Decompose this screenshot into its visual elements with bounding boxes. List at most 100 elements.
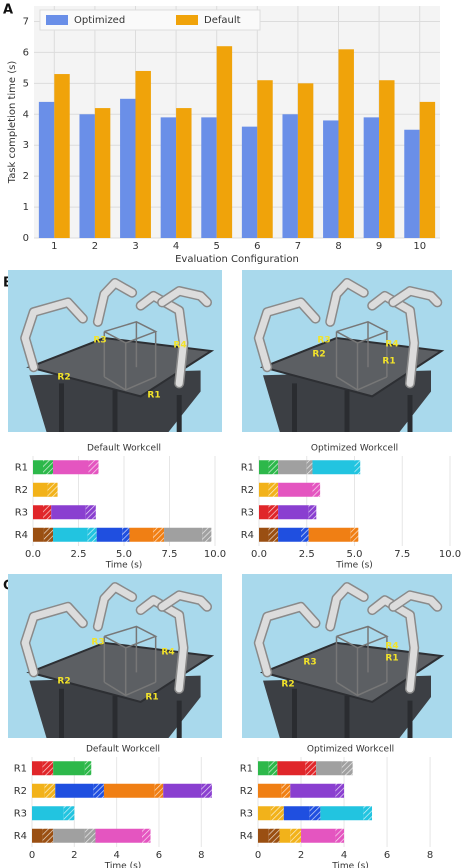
- task-segment: [53, 828, 85, 843]
- task-segment: [278, 482, 313, 497]
- robot-arm: [94, 583, 136, 630]
- task-segment: [277, 761, 306, 776]
- task-segment: [259, 527, 269, 542]
- x-tick-label: 0: [29, 850, 35, 861]
- bar: [404, 129, 420, 238]
- x-tick-label: 8: [427, 850, 433, 861]
- task-segment: [268, 828, 280, 843]
- y-tick-label: 3: [23, 140, 29, 151]
- task-segment: [47, 482, 58, 497]
- task-segment: [301, 828, 336, 843]
- task-segment: [312, 460, 355, 475]
- task-segment: [281, 783, 291, 798]
- chart-title: Optimized Workcell: [307, 745, 394, 755]
- task-segment: [290, 828, 302, 843]
- x-axis-label: Time (s): [104, 862, 142, 868]
- task-segment: [153, 527, 165, 542]
- task-segment: [354, 460, 361, 475]
- robot-label: R2: [281, 680, 294, 690]
- table-top: [26, 641, 215, 704]
- y-tick-label: 4: [23, 109, 29, 120]
- robot-arm: [368, 596, 418, 693]
- bar: [257, 80, 273, 239]
- task-segment: [279, 828, 291, 843]
- row-label: R4: [241, 530, 254, 541]
- task-segment: [84, 761, 92, 776]
- x-tick-label: 2: [71, 850, 77, 861]
- robot-arm: [137, 596, 187, 693]
- row-label: R1: [14, 763, 27, 774]
- bar: [323, 120, 339, 238]
- robot-arm: [137, 292, 187, 387]
- x-tick-label: 0.0: [25, 549, 41, 560]
- legend-swatch: [46, 15, 68, 25]
- robot-label: R3: [317, 336, 330, 346]
- task-segment: [259, 505, 269, 520]
- task-segment: [164, 527, 203, 542]
- x-tick-label: 4: [113, 850, 119, 861]
- robot-label: R4: [173, 341, 186, 351]
- robot-arm: [94, 279, 136, 326]
- task-segment: [270, 806, 284, 821]
- robot-arm: [368, 292, 418, 387]
- task-segment: [259, 460, 269, 475]
- bar: [282, 114, 298, 238]
- task-segment: [268, 482, 279, 497]
- task-segment: [88, 460, 99, 475]
- task-segment: [268, 761, 278, 776]
- bar: [54, 74, 70, 238]
- row-label: R2: [14, 786, 27, 797]
- bar: [120, 98, 136, 238]
- robot-arm: [21, 298, 87, 371]
- task-segment: [335, 783, 345, 798]
- robot-label: R3: [93, 336, 106, 346]
- task-segment: [320, 806, 364, 821]
- task-segment: [33, 460, 44, 475]
- task-segment: [95, 828, 143, 843]
- x-tick-label: 2: [298, 850, 304, 861]
- y-tick-label: 5: [23, 78, 29, 89]
- panel-label: A: [3, 3, 13, 18]
- row-label: R4: [15, 530, 28, 541]
- task-segment: [93, 783, 104, 798]
- task-segment: [43, 505, 52, 520]
- x-tick-label: 3: [132, 241, 138, 252]
- bar: [160, 117, 177, 238]
- task-segment: [122, 527, 130, 542]
- task-segment: [42, 828, 54, 843]
- task-segment: [278, 505, 309, 520]
- task-segment: [51, 505, 86, 520]
- robot-label: R1: [385, 654, 398, 664]
- robot-arm: [389, 591, 441, 611]
- robot-label: R4: [385, 340, 398, 350]
- task-segment: [316, 761, 342, 776]
- task-segment: [32, 783, 45, 798]
- x-tick-label: 2.5: [299, 549, 315, 560]
- task-segment: [258, 783, 282, 798]
- task-segment: [33, 527, 44, 542]
- x-axis-label: Evaluation Configuration: [175, 254, 299, 265]
- x-tick-label: 7.5: [394, 549, 410, 560]
- legend-label: Optimized: [74, 15, 125, 26]
- row-label: R2: [15, 485, 28, 496]
- bar: [79, 114, 95, 238]
- bar: [38, 101, 55, 238]
- x-tick-label: 1: [51, 241, 57, 252]
- x-tick-label: 6: [156, 850, 162, 861]
- robot-arm: [255, 603, 319, 676]
- task-segment: [33, 505, 44, 520]
- task-segment: [259, 482, 269, 497]
- robot-arm: [389, 287, 441, 306]
- legend-label: Default: [204, 15, 241, 26]
- robot-label: R1: [147, 391, 160, 401]
- robot-arm: [158, 591, 211, 611]
- task-segment: [309, 806, 321, 821]
- table-top: [259, 337, 445, 398]
- task-segment: [55, 783, 94, 798]
- task-segment: [308, 527, 351, 542]
- task-segment: [43, 527, 54, 542]
- y-axis-label: Task completion time (s): [7, 61, 18, 185]
- bar: [216, 46, 233, 238]
- task-segment: [301, 527, 309, 542]
